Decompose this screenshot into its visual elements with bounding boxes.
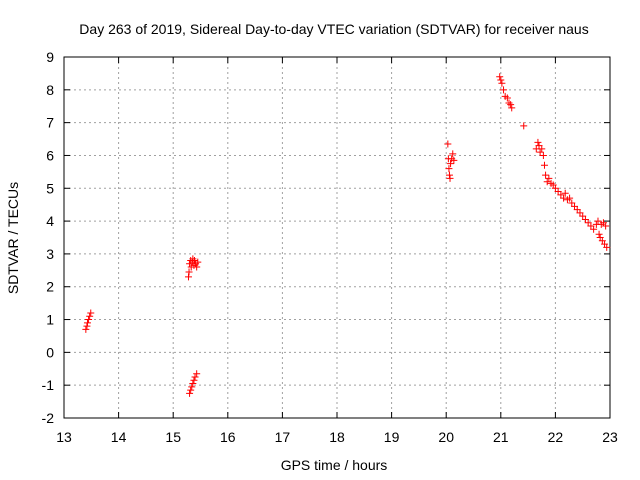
y-tick-label: 9	[46, 49, 54, 65]
data-point	[446, 174, 454, 182]
x-tick-label: 16	[220, 429, 236, 445]
data-point	[595, 230, 603, 238]
y-axis-label: SDTVAR / TECUs	[5, 182, 21, 294]
data-point	[449, 150, 457, 158]
y-tick-label: 3	[46, 246, 54, 262]
x-tick-label: 20	[438, 429, 454, 445]
data-point	[189, 380, 197, 388]
x-tick-label: 18	[329, 429, 345, 445]
data-point	[86, 312, 94, 320]
data-point	[450, 156, 458, 164]
data-point	[594, 217, 602, 225]
data-point	[590, 225, 598, 233]
y-tick-label: 6	[46, 147, 54, 163]
data-point	[187, 386, 195, 394]
x-tick-label: 14	[111, 429, 127, 445]
data-point	[560, 194, 568, 202]
y-tick-label: -2	[42, 410, 55, 426]
data-point	[193, 263, 201, 271]
y-tick-label: 5	[46, 180, 54, 196]
data-point	[190, 376, 198, 384]
data-point	[184, 273, 192, 281]
x-tick-label: 22	[548, 429, 564, 445]
data-point	[193, 370, 201, 378]
data-point	[188, 383, 196, 391]
data-point	[83, 319, 91, 327]
data-point	[194, 258, 202, 266]
data-point	[445, 165, 453, 173]
data-point	[505, 99, 513, 107]
data-point	[603, 243, 611, 251]
data-point	[536, 148, 544, 156]
y-tick-label: 8	[46, 82, 54, 98]
data-point	[85, 316, 93, 324]
chart-title: Day 263 of 2019, Sidereal Day-to-day VTE…	[79, 21, 588, 37]
data-point	[503, 94, 511, 102]
x-axis-label: GPS time / hours	[281, 457, 388, 473]
y-tick-label: 4	[46, 213, 54, 229]
data-points	[82, 73, 611, 397]
data-point	[82, 325, 90, 333]
data-point	[189, 255, 197, 263]
data-point	[496, 73, 504, 81]
x-tick-label: 21	[493, 429, 509, 445]
x-tick-label: 23	[602, 429, 618, 445]
data-point	[186, 389, 194, 397]
data-point	[447, 160, 455, 168]
data-point	[444, 140, 452, 148]
data-point	[520, 122, 528, 130]
data-point	[540, 161, 548, 169]
y-tick-label: 1	[46, 312, 54, 328]
data-point	[542, 171, 550, 179]
y-tick-label: 2	[46, 279, 54, 295]
data-point	[602, 222, 610, 230]
data-point	[83, 322, 91, 330]
data-point	[500, 86, 508, 94]
data-point	[87, 309, 95, 317]
y-tick-label: 7	[46, 115, 54, 131]
x-tick-label: 17	[275, 429, 291, 445]
data-point	[445, 171, 453, 179]
data-point	[498, 79, 506, 87]
data-point	[538, 145, 546, 153]
data-point	[190, 256, 198, 264]
x-tick-label: 19	[384, 429, 400, 445]
data-point	[566, 194, 574, 202]
data-point	[543, 178, 551, 186]
data-point	[508, 104, 516, 112]
data-point	[185, 268, 193, 276]
x-tick-label: 15	[165, 429, 181, 445]
data-point	[561, 189, 569, 197]
data-point	[545, 174, 553, 182]
data-point	[507, 101, 515, 109]
data-point	[191, 373, 199, 381]
data-point	[539, 151, 547, 159]
data-point	[497, 76, 505, 84]
x-tick-label: 13	[56, 429, 72, 445]
data-point	[534, 138, 542, 146]
y-tick-label: 0	[46, 344, 54, 360]
grid	[64, 57, 610, 418]
y-tick-label: -1	[42, 377, 55, 393]
